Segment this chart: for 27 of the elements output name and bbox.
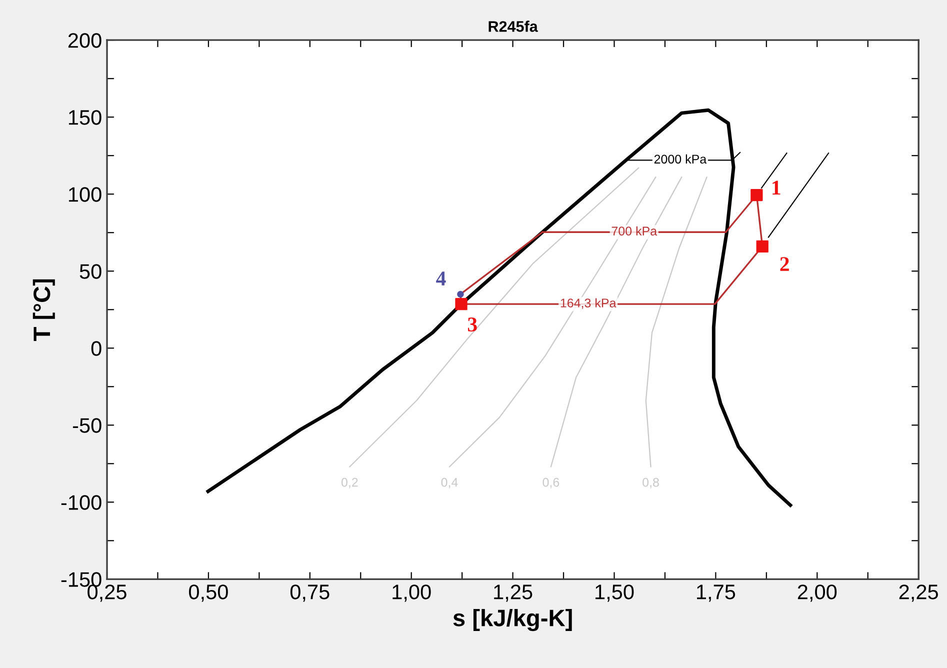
y-axis-title: T [°C] <box>32 279 55 341</box>
annotation: 3 <box>468 318 477 332</box>
series-label: 700 kPa <box>612 226 658 236</box>
x-tick-label: 0,75 <box>290 584 330 602</box>
x-tick-label: 2,00 <box>798 584 837 602</box>
y-tick-label: 150 <box>68 110 102 125</box>
y-tick-label: 200 <box>68 33 102 48</box>
y-tick-label: -150 <box>61 572 102 587</box>
y-tick-label: -50 <box>72 418 102 433</box>
x-tick-label: 1,00 <box>392 584 431 602</box>
x-tick-label: 0,25 <box>88 584 126 602</box>
annotation: 1 <box>772 180 780 194</box>
annotation: 4 <box>436 272 446 286</box>
y-tick-label: 50 <box>80 264 102 279</box>
y-tick-label: 0 <box>91 341 102 356</box>
chart-title: R245fa <box>488 20 538 32</box>
annotation: 2 <box>780 257 789 271</box>
y-tick-label: -100 <box>61 495 102 510</box>
x-tick-label: 2,25 <box>899 584 938 602</box>
series-label: 164,3 kPa <box>560 298 616 309</box>
x-tick-label: 1,75 <box>697 584 736 602</box>
x-tick-label: 1,50 <box>596 584 634 602</box>
y-tick-label: 100 <box>68 187 102 202</box>
series-label: 2000 kPa <box>654 154 707 164</box>
x-axis-title: s [kJ/kg-K] <box>453 608 572 632</box>
x-tick-label: 1,25 <box>494 584 532 602</box>
x-tick-label: 0,50 <box>189 584 228 602</box>
